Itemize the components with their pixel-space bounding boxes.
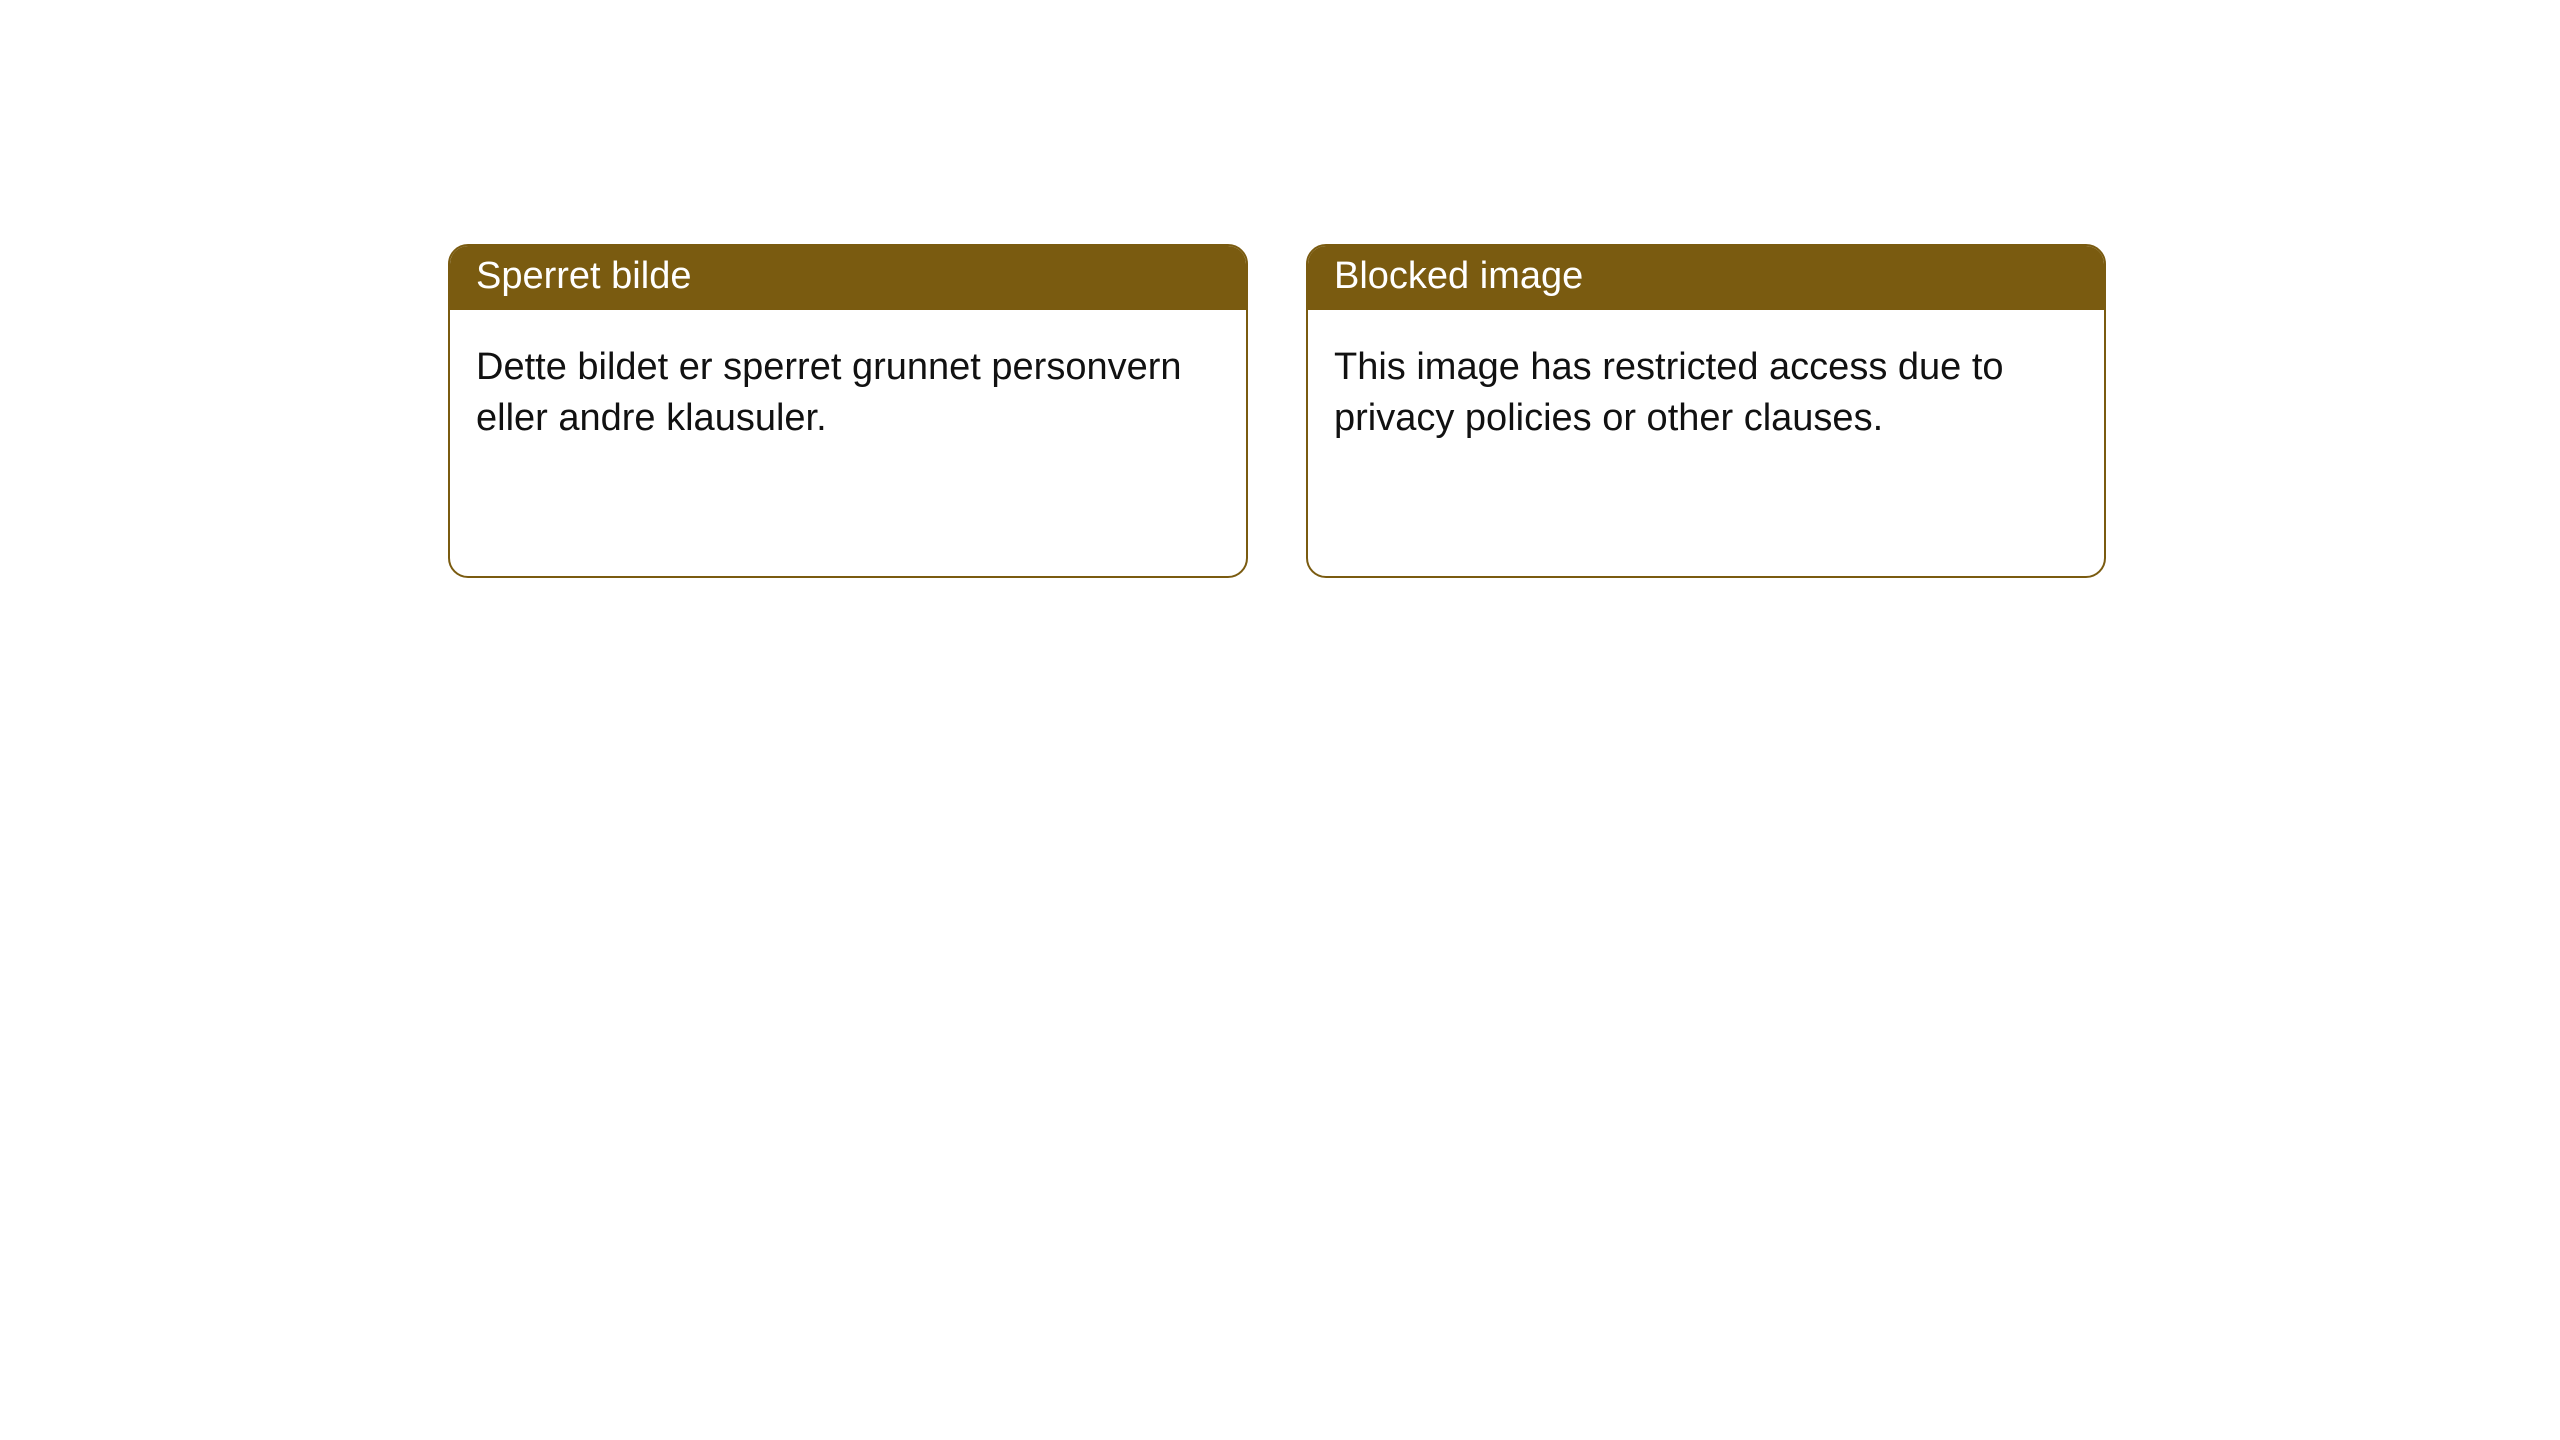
notice-title-no: Sperret bilde bbox=[450, 246, 1246, 310]
notice-row: Sperret bilde Dette bildet er sperret gr… bbox=[448, 244, 2106, 578]
notice-card-en: Blocked image This image has restricted … bbox=[1306, 244, 2106, 578]
notice-body-no: Dette bildet er sperret grunnet personve… bbox=[450, 310, 1246, 471]
notice-body-en: This image has restricted access due to … bbox=[1308, 310, 2104, 471]
notice-title-en: Blocked image bbox=[1308, 246, 2104, 310]
notice-card-no: Sperret bilde Dette bildet er sperret gr… bbox=[448, 244, 1248, 578]
